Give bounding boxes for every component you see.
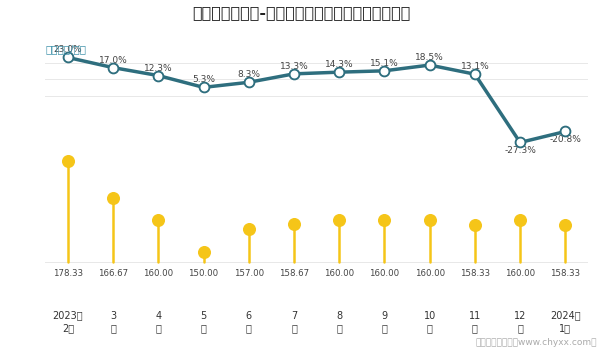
Text: 158.33: 158.33 (551, 269, 580, 278)
Text: -20.8%: -20.8% (549, 134, 581, 144)
Point (470, 222, 480, 228)
Point (63, 55, 73, 60)
Point (153, 73, 163, 78)
Text: 160.00: 160.00 (370, 269, 399, 278)
Text: 18.5%: 18.5% (415, 53, 444, 62)
Text: 160.00: 160.00 (505, 269, 535, 278)
Point (289, 71, 299, 77)
Text: 17.0%: 17.0% (99, 55, 127, 65)
Point (515, 217, 525, 223)
Point (109, 195, 118, 201)
Point (198, 85, 209, 90)
Text: 6
月: 6 月 (245, 311, 252, 333)
Text: 12.3%: 12.3% (144, 64, 172, 73)
Point (244, 226, 253, 232)
Point (198, 249, 209, 254)
Text: 13.1%: 13.1% (461, 62, 489, 71)
Text: 5
月: 5 月 (200, 311, 207, 333)
Text: 11
月: 11 月 (469, 311, 481, 333)
Point (470, 71, 480, 77)
Text: 8.3%: 8.3% (237, 70, 260, 79)
Text: 9
月: 9 月 (381, 311, 388, 333)
Point (470, 71, 480, 77)
Text: 2023年
2月: 2023年 2月 (52, 311, 83, 333)
Point (198, 85, 209, 90)
Point (560, 222, 570, 228)
Text: 150.00: 150.00 (189, 269, 218, 278)
Text: 2024年
1月: 2024年 1月 (550, 311, 581, 333)
Point (560, 129, 570, 134)
Text: 158.67: 158.67 (279, 269, 309, 278)
Text: 7
月: 7 月 (291, 311, 297, 333)
Text: 近一年大宗商品-金銀花月末价格及同比增幅统计图: 近一年大宗商品-金銀花月末价格及同比增幅统计图 (192, 5, 411, 20)
Point (379, 217, 389, 223)
Point (425, 62, 434, 68)
Point (334, 69, 344, 75)
Point (379, 68, 389, 74)
Text: 4
月: 4 月 (155, 311, 162, 333)
Text: 10
月: 10 月 (423, 311, 436, 333)
Point (153, 217, 163, 223)
Point (109, 65, 118, 71)
Text: 单位：元/公斤: 单位：元/公斤 (45, 44, 86, 54)
Text: 166.67: 166.67 (98, 269, 128, 278)
Text: 23.0%: 23.0% (54, 45, 82, 54)
Point (515, 140, 525, 145)
Point (244, 79, 253, 85)
Point (153, 73, 163, 78)
Text: 14.3%: 14.3% (325, 60, 353, 69)
Text: 157.00: 157.00 (234, 269, 264, 278)
Text: 160.00: 160.00 (415, 269, 444, 278)
Point (289, 71, 299, 77)
Point (63, 55, 73, 60)
Text: 160.00: 160.00 (324, 269, 354, 278)
Text: 158.33: 158.33 (460, 269, 490, 278)
Point (379, 68, 389, 74)
Text: 12
月: 12 月 (514, 311, 526, 333)
Point (425, 217, 434, 223)
Point (109, 65, 118, 71)
Text: 160.00: 160.00 (144, 269, 173, 278)
Point (515, 140, 525, 145)
Point (334, 69, 344, 75)
Text: 178.33: 178.33 (53, 269, 83, 278)
Point (425, 62, 434, 68)
Point (63, 158, 73, 163)
Point (560, 129, 570, 134)
Text: 5.3%: 5.3% (192, 75, 215, 84)
Point (334, 217, 344, 223)
Text: 15.1%: 15.1% (370, 59, 399, 68)
Text: 13.3%: 13.3% (280, 62, 308, 71)
Text: -27.3%: -27.3% (504, 146, 536, 154)
Text: 8
月: 8 月 (336, 311, 343, 333)
Point (244, 79, 253, 85)
Text: 3
月: 3 月 (110, 311, 116, 333)
Point (289, 221, 299, 227)
Text: 制图：智研咋询（www.chyxx.com）: 制图：智研咋询（www.chyxx.com） (476, 338, 597, 347)
